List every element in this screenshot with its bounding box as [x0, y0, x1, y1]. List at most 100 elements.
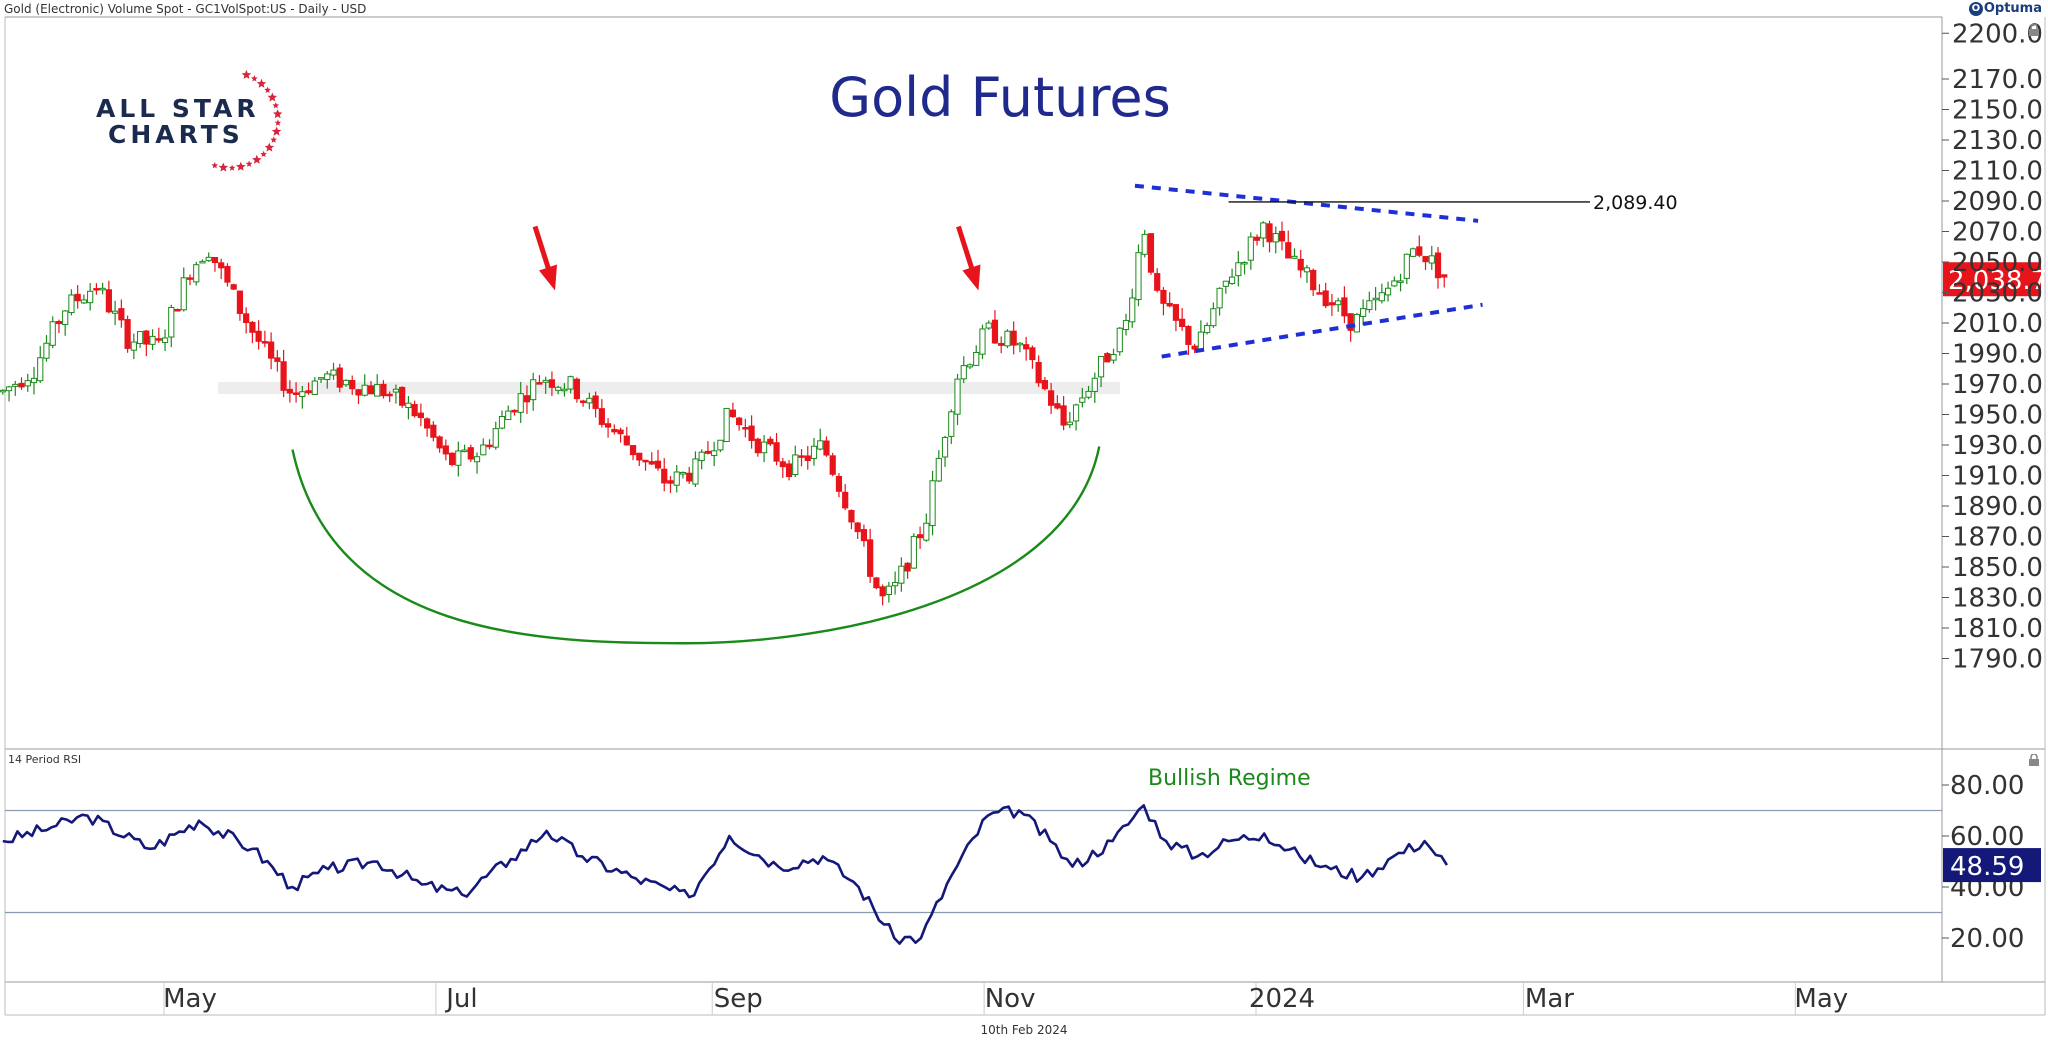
candle-down [773, 442, 780, 462]
candle-up [1141, 233, 1148, 255]
candle-up [24, 380, 31, 387]
candle-up [885, 585, 892, 596]
rsi-tick-label: 60.00 [1950, 822, 2024, 852]
candle-down [642, 459, 649, 463]
lock-icon[interactable] [2028, 24, 2040, 36]
candle-down [1060, 405, 1067, 426]
y-tick-label: 1890.0 [1952, 492, 2043, 522]
candle-up [498, 416, 506, 429]
candle-up [1110, 354, 1117, 361]
candle-down [236, 290, 244, 314]
candle-down [399, 386, 406, 406]
logo-star-icon [241, 69, 252, 79]
candle-down [124, 319, 131, 349]
logo-star-icon [211, 162, 219, 169]
y-tick-label: 2170.0 [1952, 65, 2043, 95]
candle-up [80, 299, 88, 304]
candle-up [330, 369, 337, 376]
candle-up [555, 386, 562, 391]
triangle-upper-line [1134, 183, 1479, 223]
candle-down [1179, 318, 1186, 328]
rsi-tick-label: 80.00 [1950, 771, 2024, 801]
candle-up [1091, 377, 1098, 392]
candle-up [1129, 297, 1136, 323]
logo-star-icon [228, 164, 236, 171]
candle-down [704, 450, 712, 454]
candle-down [879, 586, 886, 597]
candle-up [935, 457, 942, 482]
candle-up [1016, 342, 1024, 346]
rsi-value-badge [1943, 848, 2041, 883]
candle-up [1004, 330, 1011, 347]
candle-down [873, 577, 880, 589]
candle-up [1085, 390, 1092, 398]
candle-up [43, 342, 50, 359]
y-tick-label: 1850.0 [1952, 553, 2043, 583]
y-tick-label: 2200.0 [1952, 19, 2043, 49]
candle-up [49, 321, 56, 346]
y-tick-label: 2050.0 [1952, 248, 2043, 278]
allstar-logo: ALL STAR CHARTS [96, 96, 296, 148]
candle-down [1035, 361, 1042, 384]
candle-down [74, 293, 81, 302]
x-tick-label: 2024 [1249, 984, 1315, 1014]
candle-up [948, 411, 955, 437]
candle-up [1291, 255, 1298, 259]
candle-down [286, 388, 293, 394]
candle-up [136, 331, 144, 344]
candle-up [985, 322, 992, 329]
candle-down [55, 320, 63, 325]
candle-up [1066, 421, 1073, 426]
candle-down [767, 438, 774, 445]
candle-down [511, 409, 518, 413]
logo-star-icon [267, 92, 278, 102]
candle-down [1422, 256, 1429, 263]
logo-star-icon [264, 142, 275, 152]
candle-down [436, 436, 443, 449]
candle-up [1235, 262, 1242, 277]
candle-down [1154, 273, 1161, 291]
candle-down [355, 389, 362, 396]
y-tick-label: 1910.0 [1952, 462, 2043, 492]
optuma-icon: O [1968, 1, 1983, 16]
candle-up [679, 471, 687, 475]
lock-icon[interactable] [2028, 754, 2040, 766]
candle-down [430, 424, 437, 438]
candle-up [530, 379, 537, 401]
candle-up [973, 352, 980, 366]
x-tick-label: Sep [714, 984, 763, 1014]
candle-down [1185, 325, 1192, 345]
candle-down [1147, 233, 1155, 273]
candle-down [1266, 223, 1273, 243]
candle-up [492, 428, 499, 448]
candle-up [1372, 297, 1379, 301]
candle-up [1391, 280, 1398, 287]
candle-up [517, 393, 524, 413]
candle-up [817, 440, 824, 450]
candle-up [1272, 233, 1279, 243]
candle-up [1366, 300, 1373, 311]
candle-down [804, 455, 811, 461]
candle-up [1353, 313, 1360, 333]
candle-up [112, 310, 119, 314]
candle-up [711, 450, 718, 457]
rounded-bottom-curve [291, 446, 1101, 645]
candle-down [823, 440, 830, 456]
candle-up [1097, 355, 1105, 378]
candle-up [898, 565, 905, 584]
y-tick-label: 1930.0 [1952, 431, 2043, 461]
candle-up [954, 378, 961, 415]
candle-down [729, 409, 736, 418]
candle-up [37, 357, 44, 382]
candle-down [380, 383, 387, 397]
candle-down [280, 361, 287, 391]
candle-down [636, 452, 643, 461]
arrow-head-icon [962, 264, 981, 291]
candle-up [205, 256, 212, 262]
candle-up [12, 383, 19, 387]
candle-up [405, 402, 412, 408]
candle-down [623, 435, 630, 446]
logo-star-icon [260, 150, 267, 158]
candle-up [161, 337, 169, 344]
